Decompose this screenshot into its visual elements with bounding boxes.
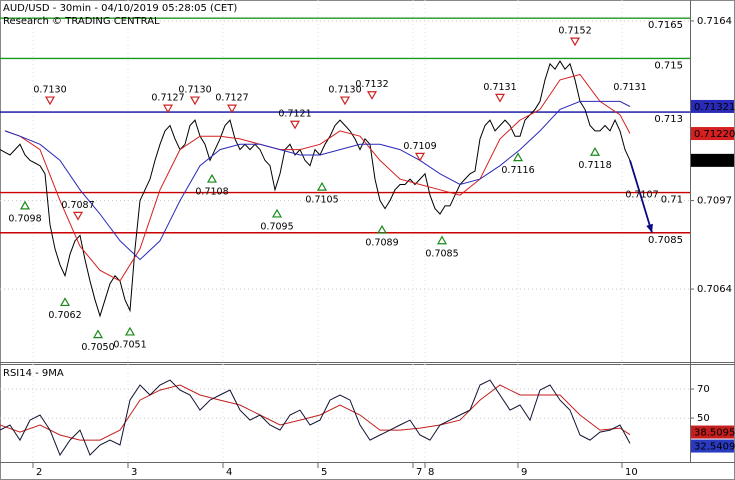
series-line (0, 384, 631, 441)
signal-marker (339, 96, 351, 106)
x-tick-label: 8 (428, 467, 434, 478)
signal-label: 0.7118 (578, 160, 611, 171)
level-label: 0.715 (654, 60, 683, 71)
projection-line (629, 160, 653, 234)
x-tick-label: 10 (625, 467, 638, 478)
x-tick-label: 7 (416, 467, 422, 478)
signal-marker (289, 120, 301, 130)
signal-marker (436, 235, 448, 245)
chart-title: RSI14 - 9MA (3, 368, 64, 379)
signal-marker (59, 297, 71, 307)
x-tick-label: 5 (321, 467, 327, 478)
signal-label: 0.7098 (8, 213, 41, 224)
series-line (4, 73, 631, 282)
y-tick-label: 0.7064 (697, 284, 732, 295)
signal-label: 0.7152 (558, 26, 591, 37)
y-tick-label: 0.7097 (697, 196, 732, 207)
last-value-label: 0.7112 (694, 156, 729, 167)
series-line (4, 100, 631, 261)
signal-label: 0.7130 (178, 85, 211, 96)
signal-label: 0.7062 (48, 310, 81, 321)
x-tick-label: 3 (131, 467, 137, 478)
y-tick-label: 50 (697, 413, 710, 424)
signal-marker (189, 96, 201, 106)
signal-label: 0.7095 (260, 221, 293, 232)
signal-label: 0.7105 (305, 195, 338, 206)
signal-marker (376, 224, 388, 234)
signal-label: 0.7109 (403, 141, 436, 152)
signal-label: 0.7130 (33, 85, 66, 96)
signal-marker (124, 326, 136, 336)
chart-subtitle: Research © TRADING CENTRAL (3, 16, 160, 27)
signal-label: 0.7131 (483, 82, 516, 93)
chart-title: AUD/USD - 30min - 04/10/2019 05:28:05 (C… (3, 3, 237, 14)
signal-label: 0.7132 (355, 79, 388, 90)
y-tick-label: 70 (697, 384, 710, 395)
x-tick-label: 2 (36, 467, 42, 478)
signal-marker (92, 329, 104, 339)
last-value-box (691, 127, 734, 141)
signal-label: 0.7087 (61, 200, 94, 211)
signal-marker (162, 104, 174, 114)
signal-marker (316, 181, 328, 191)
signal-label: 0.7127 (215, 93, 248, 104)
signal-marker (206, 173, 218, 183)
signal-marker (366, 91, 378, 100)
projection-arrowhead (646, 223, 653, 233)
text-layer: AUD/USD - 30min - 04/10/2019 05:28:05 (C… (3, 3, 735, 478)
last-value-label: 32.5409 (694, 442, 735, 453)
last-value-box (691, 439, 734, 453)
level-label: 0.713 (654, 114, 683, 125)
signal-marker (494, 93, 506, 103)
last-value-label: 0.71220 (694, 129, 735, 140)
level-label: 0.71 (661, 195, 683, 206)
level-label: 0.7165 (648, 20, 683, 31)
series-line (0, 379, 631, 457)
last-value-box (691, 99, 734, 113)
signal-label: 0.7127 (151, 93, 184, 104)
signal-marker (589, 147, 601, 156)
signal-label: 0.7131 (613, 82, 646, 93)
signal-label: 0.7130 (328, 85, 361, 96)
x-tick-label: 4 (226, 467, 232, 478)
series-line (0, 60, 631, 318)
signal-marker (72, 211, 84, 221)
signal-label: 0.7108 (195, 187, 228, 198)
signal-label: 0.7121 (278, 109, 311, 120)
signal-marker (19, 200, 31, 210)
last-value-label: 0.71321 (694, 102, 735, 113)
x-tick-label: 9 (521, 467, 527, 478)
signal-marker (512, 152, 524, 162)
y-tick-label: 0.7164 (697, 16, 732, 27)
signal-marker (226, 104, 238, 114)
signal-label: 0.7085 (425, 248, 458, 259)
last-value-label: 38.5095 (694, 428, 735, 439)
last-value-box (691, 425, 734, 439)
signal-marker (271, 208, 283, 218)
marks-layer (0, 17, 734, 457)
signal-label: 0.7050 (81, 342, 114, 353)
signal-label: 0.7107 (625, 189, 658, 200)
signal-marker (414, 152, 426, 162)
signal-marker (44, 96, 56, 106)
signal-label: 0.7116 (501, 165, 534, 176)
signal-marker (569, 37, 581, 47)
level-label: 0.7085 (648, 235, 683, 246)
grid-layer (0, 0, 694, 468)
signal-label: 0.7051 (113, 339, 146, 350)
last-value-box (691, 153, 734, 167)
signal-label: 0.7089 (365, 238, 398, 249)
